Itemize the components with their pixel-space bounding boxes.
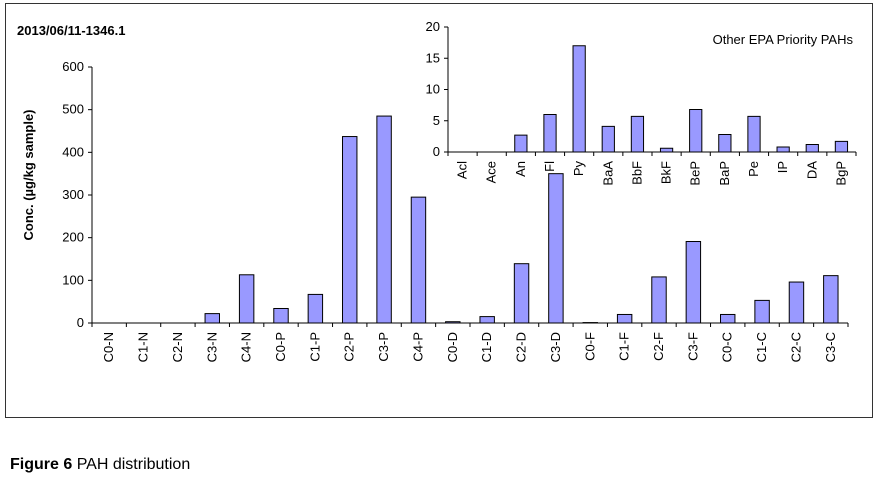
main-bar-C1-P <box>307 293 324 324</box>
main-category-label: C1-D <box>479 332 494 362</box>
inset-category-label: Fl <box>542 161 557 172</box>
main-bar-C2-C <box>788 281 805 324</box>
inset-category-label: Pe <box>746 161 761 177</box>
inset-title: Other EPA Priority PAHs <box>713 32 854 47</box>
inset-bar-BkF <box>659 147 674 153</box>
inset-bar-BaA <box>601 125 615 153</box>
main-bar-C2-P <box>342 136 358 324</box>
main-y-tick-label: 600 <box>62 59 84 74</box>
inset-y-tick-label: 10 <box>426 82 440 97</box>
inset-bar-BeP <box>689 109 703 153</box>
inset-y-tick-label: 5 <box>433 113 440 128</box>
main-category-label: C4-P <box>410 332 425 362</box>
figure-frame <box>5 3 873 418</box>
main-category-label: C3-P <box>376 332 391 362</box>
inset-y-tick-label: 0 <box>433 144 440 159</box>
inset-category-label: BkF <box>659 161 674 184</box>
chart-title: 2013/06/11-1346.1 <box>17 23 125 38</box>
inset-bar-An <box>514 134 528 153</box>
inset-bar-DA <box>805 144 819 153</box>
inset-category-label: BeP <box>688 161 703 186</box>
main-bar-C2-F <box>651 276 667 324</box>
inset-category-label: Ace <box>484 161 499 183</box>
main-category-label: C1-P <box>307 332 322 362</box>
inset-bar-BaP <box>718 134 732 153</box>
inset-bar-Fl <box>543 114 557 153</box>
main-bar-C0-P <box>273 307 289 324</box>
inset-bar-Py <box>572 45 586 153</box>
main-category-label: C2-C <box>788 332 803 362</box>
main-category-label: C4-N <box>239 332 254 362</box>
main-bar-C0-D <box>445 321 461 324</box>
inset-y-tick-label: 15 <box>426 50 440 65</box>
main-bar-C3-F <box>685 241 702 324</box>
main-bar-C1-F <box>616 313 633 324</box>
main-bar-C1-C <box>754 299 770 324</box>
main-category-label: C3-C <box>823 332 838 362</box>
main-bar-C4-P <box>410 196 427 324</box>
main-bar-C3-D <box>548 173 564 324</box>
main-y-tick-label: 0 <box>77 315 84 330</box>
inset-y-tick-label: 20 <box>426 19 440 34</box>
main-y-tick-label: 400 <box>62 144 84 159</box>
inset-category-label: DA <box>804 161 819 179</box>
main-category-label: C1-F <box>617 332 632 361</box>
main-bar-C1-D <box>479 316 495 324</box>
main-category-label: C1-N <box>136 332 151 362</box>
main-category-label: C0-D <box>445 332 460 362</box>
inset-bar-BbF <box>630 115 645 153</box>
main-bar-C3-P <box>376 115 392 324</box>
main-bar-C2-D <box>513 263 530 324</box>
main-category-label: C3-N <box>204 332 219 362</box>
main-category-label: C0-P <box>273 332 288 362</box>
inset-category-label: Py <box>571 161 586 177</box>
figure-caption: Figure 6 PAH distribution <box>10 456 190 474</box>
main-bar-C0-C <box>720 313 736 324</box>
main-category-label: C3-D <box>548 332 563 362</box>
inset-category-label: Acl <box>455 161 470 179</box>
main-chart: 2013/06/11-1346.1 Conc. (µg/kg sample) 0… <box>17 23 849 362</box>
inset-category-label: BaP <box>717 161 732 186</box>
inset-bar-BgP <box>834 140 849 153</box>
main-y-tick-label: 100 <box>62 272 84 287</box>
main-category-label: C0-F <box>582 332 597 361</box>
main-category-label: C2-N <box>170 332 185 362</box>
inset-category-label: BbF <box>629 161 644 185</box>
inset-category-label: BgP <box>833 161 848 186</box>
main-category-label: C0-N <box>101 332 116 362</box>
inset-category-label: IP <box>775 161 790 173</box>
caption-text: PAH distribution <box>76 456 191 473</box>
main-bar-C3-N <box>204 313 220 324</box>
inset-bar-IP <box>776 146 790 153</box>
y-axis-label: Conc. (µg/kg sample) <box>21 109 36 240</box>
caption-label: Figure 6 <box>10 456 73 473</box>
main-y-tick-label: 300 <box>62 187 84 202</box>
main-y-tick-label: 500 <box>62 102 84 117</box>
main-category-label: C2-P <box>342 332 357 362</box>
main-category-label: C3-F <box>685 332 700 361</box>
main-bar-C4-N <box>238 274 255 324</box>
main-category-label: C2-F <box>651 332 666 361</box>
inset-bar-Pe <box>747 115 761 153</box>
main-category-label: C2-D <box>514 332 529 362</box>
inset-category-label: An <box>513 161 528 177</box>
main-category-label: C1-C <box>754 332 769 362</box>
inset-category-label: BaA <box>600 161 615 186</box>
main-bar-C3-C <box>823 275 839 324</box>
inset-chart: Other EPA Priority PAHs 0 5 10 15 20 Acl Ace An… <box>426 19 857 186</box>
main-category-label: C0-C <box>720 332 735 362</box>
main-y-tick-label: 200 <box>62 230 84 245</box>
